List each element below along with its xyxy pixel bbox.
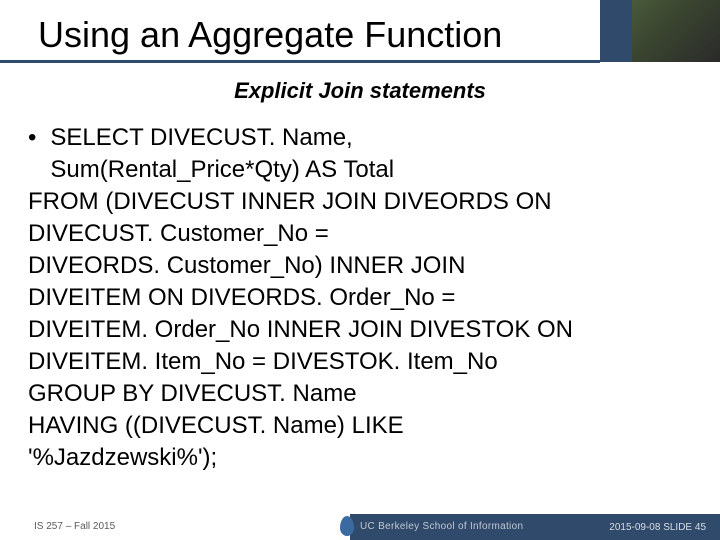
slide-subtitle: Explicit Join statements [0, 78, 720, 104]
ischool-icon [340, 516, 354, 536]
footer-right-text: 2015-09-08 SLIDE 45 [609, 522, 706, 533]
header-corner-graphic [632, 0, 720, 62]
sql-line: DIVEITEM. Item_No = DIVESTOK. Item_No [28, 346, 692, 378]
sql-line: HAVING ((DIVECUST. Name) LIKE [28, 410, 692, 442]
sql-line: DIVECUST. Customer_No = [28, 218, 692, 250]
footer-logo-text: UC Berkeley School of Information [360, 521, 523, 532]
sql-line: Sum(Rental_Price*Qty) AS Total [50, 154, 394, 186]
sql-line: '%Jazdzewski%'); [28, 442, 692, 474]
slide-title: Using an Aggregate Function [38, 14, 502, 56]
bullet-icon: • [28, 122, 36, 154]
sql-line: DIVEORDS. Customer_No) INNER JOIN [28, 250, 692, 282]
footer-left-text: IS 257 – Fall 2015 [34, 521, 115, 532]
sql-line: DIVEITEM ON DIVEORDS. Order_No = [28, 282, 692, 314]
footer: IS 257 – Fall 2015 UC Berkeley School of… [0, 512, 720, 540]
sql-line: FROM (DIVECUST INNER JOIN DIVEORDS ON [28, 186, 692, 218]
sql-line: GROUP BY DIVECUST. Name [28, 378, 692, 410]
sql-block: SELECT DIVECUST. Name, Sum(Rental_Price*… [50, 122, 394, 186]
sql-line: DIVEITEM. Order_No INNER JOIN DIVESTOK O… [28, 314, 692, 346]
title-underline [0, 60, 600, 63]
slide-body: • SELECT DIVECUST. Name, Sum(Rental_Pric… [28, 122, 692, 474]
sql-line: SELECT DIVECUST. Name, [50, 122, 394, 154]
footer-logo: UC Berkeley School of Information [340, 516, 523, 536]
